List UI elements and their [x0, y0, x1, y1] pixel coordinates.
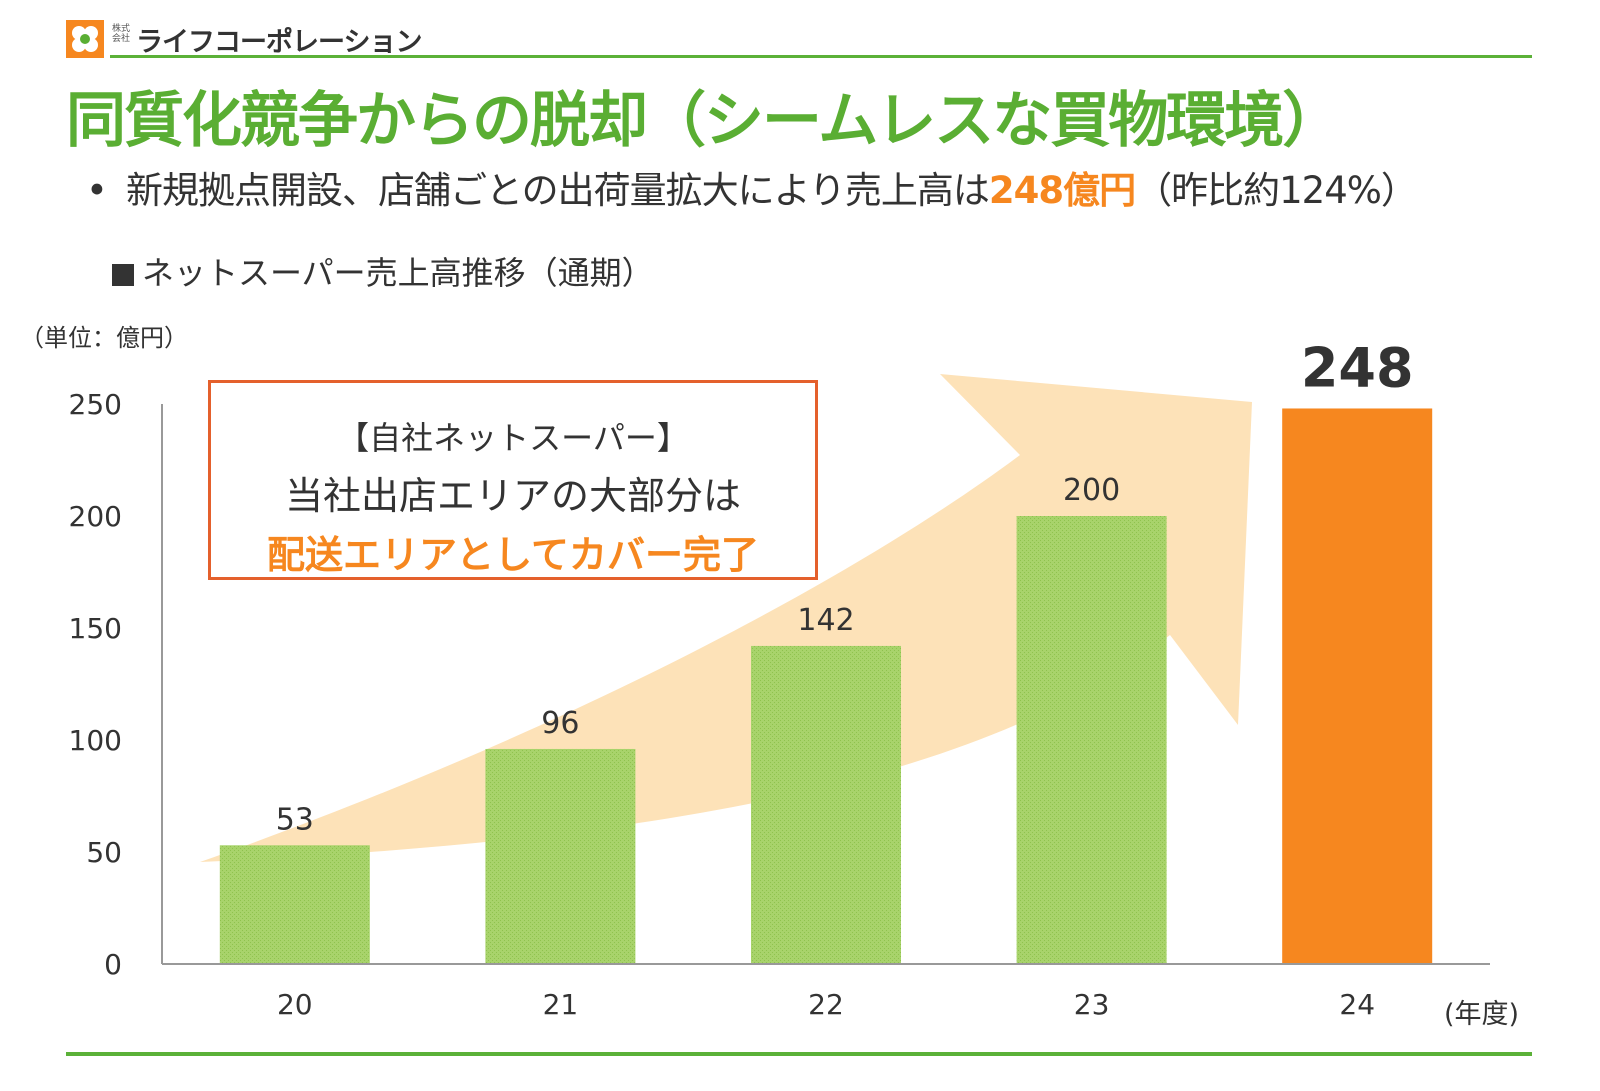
section-title: ネットスーパー売上高推移（通期） [112, 248, 654, 294]
data-label-22: 142 [797, 603, 854, 638]
y-tick-label-200: 200 [69, 500, 122, 533]
section-title-text: ネットスーパー売上高推移（通期） [142, 254, 654, 292]
page-title: 同質化競争からの脱却（シームレスな買物環境） [66, 86, 1342, 156]
callout-box: 【自社ネットスーパー】 当社出店エリアの大部分は 配送エリアとしてカバー完了 [208, 380, 818, 580]
bar-22 [751, 645, 901, 964]
footer-divider [66, 1052, 1532, 1056]
unit-label: （単位：億円） [20, 324, 188, 352]
y-tick-label-0: 0 [104, 948, 122, 981]
data-label-21: 96 [541, 706, 579, 741]
bullet-text: 新規拠点開設、店舗ごとの出荷量拡大により売上高は [126, 169, 990, 212]
y-tick-label-100: 100 [69, 724, 122, 757]
x-tick-label-20: 20 [277, 988, 313, 1021]
callout-text: 当社出店エリアの大部分は [284, 474, 741, 518]
growth-arrow [200, 374, 1252, 862]
x-axis-unit-label: (年度) [1444, 999, 1520, 1030]
company-logo-icon [66, 20, 104, 58]
data-label-20: 53 [276, 802, 314, 837]
y-tick-label-50: 50 [86, 836, 122, 869]
x-tick-label-23: 23 [1074, 988, 1110, 1021]
callout-heading: 【自社ネットスーパー】 [337, 419, 689, 457]
company-name: ライフコーポレーション [136, 27, 422, 58]
x-tick-label-21: 21 [543, 988, 579, 1021]
bar-23 [1016, 516, 1167, 964]
data-label-23: 200 [1063, 473, 1120, 508]
bar-24 [1282, 408, 1433, 965]
x-tick-label-22: 22 [808, 988, 844, 1021]
bullet-icon: • [86, 169, 108, 212]
y-tick-label-150: 150 [69, 612, 122, 645]
bar-21 [485, 748, 636, 964]
bullet-highlight: 248億円 [988, 169, 1136, 212]
x-tick-label-24: 24 [1339, 988, 1375, 1021]
callout-highlight: 配送エリアとしてカバー完了 [266, 533, 760, 577]
bullet-point: • 新規拠点開設、店舗ごとの出荷量拡大により売上高は248億円（昨比約124%） [86, 160, 1418, 214]
y-tick-label-250: 250 [69, 388, 122, 421]
header-divider [110, 55, 1532, 58]
data-label-24: 248 [1301, 336, 1414, 399]
company-type-label: 株式会社 [112, 24, 131, 44]
bullet-text-after: （昨比約124%） [1135, 169, 1418, 212]
square-bullet-icon [112, 264, 134, 286]
bar-20 [219, 845, 370, 964]
